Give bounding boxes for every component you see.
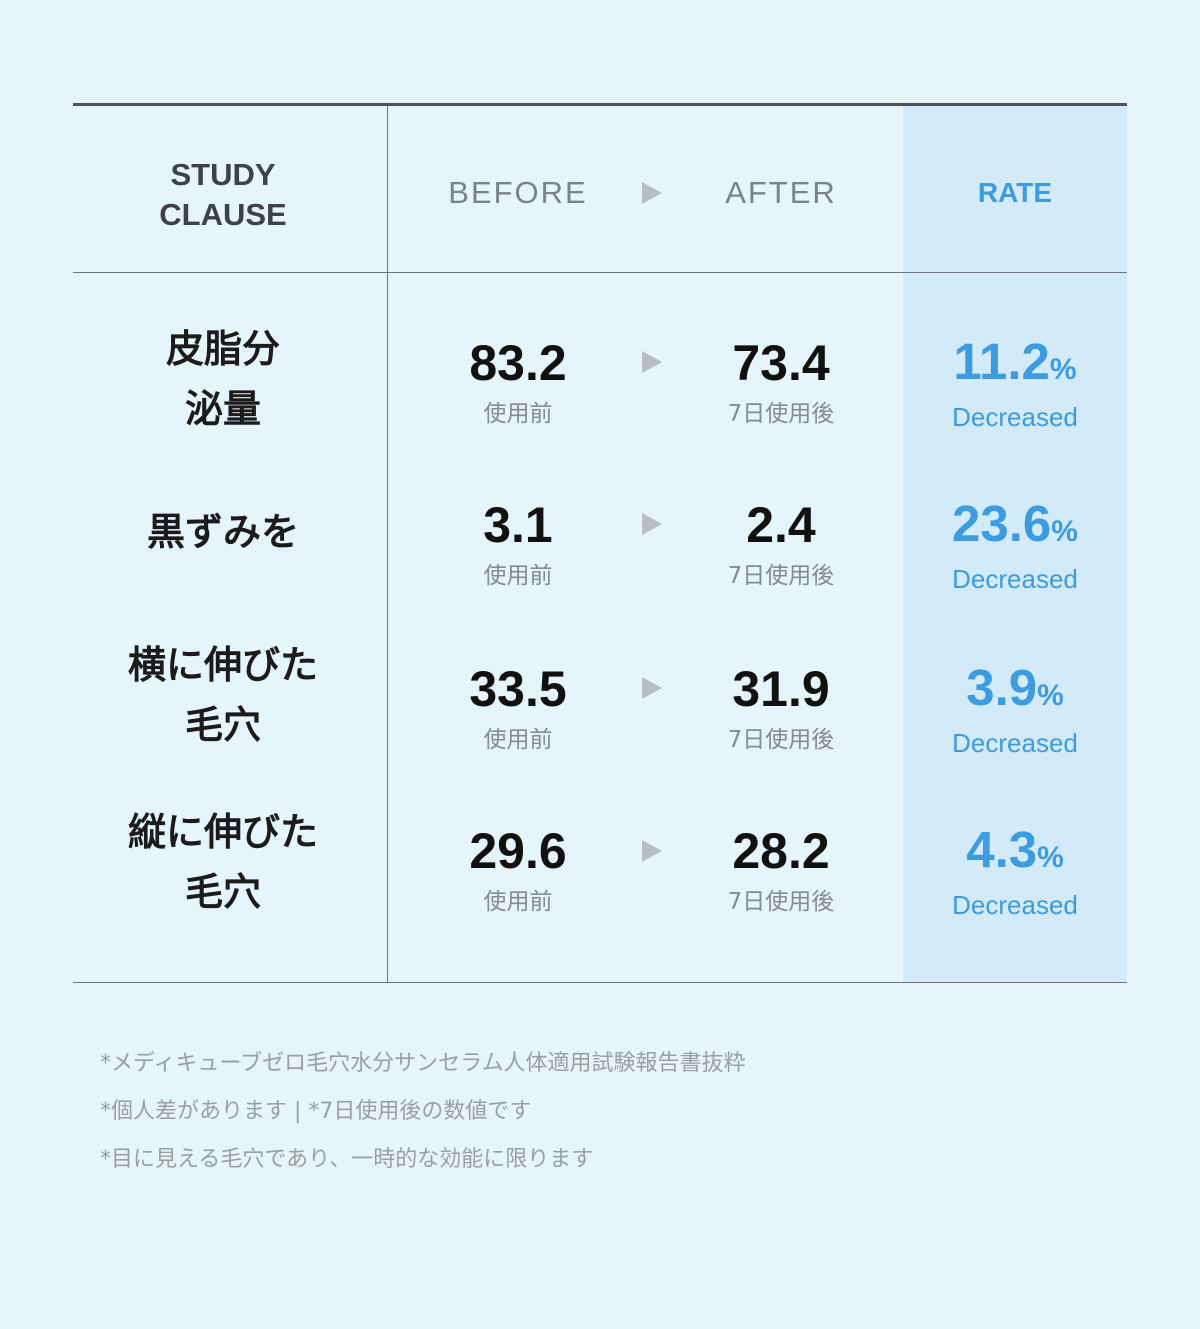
before-value: 33.5 (469, 661, 567, 717)
rate-number: 3.9 (966, 659, 1038, 716)
after-value: 31.9 (732, 661, 830, 717)
table-bottom-border (73, 982, 1127, 983)
row-label-line1: 黒ずみを (146, 510, 299, 554)
rate-caption: Decreased (952, 564, 1078, 594)
before-caption: 使用前 (483, 889, 553, 915)
after-value: 2.4 (746, 497, 816, 553)
after-value: 73.4 (732, 335, 830, 391)
rate-caption: Decreased (952, 728, 1078, 758)
rate-number: 23.6 (952, 495, 1052, 552)
rate-unit: % (1037, 841, 1064, 874)
header-before: BEFORE (448, 175, 588, 210)
row-label-line1: 皮脂分 (165, 327, 280, 371)
after-caption: 7日使用後 (727, 563, 835, 589)
row-label-line2: 毛穴 (184, 703, 261, 747)
column-divider (387, 106, 388, 982)
header-after: AFTER (725, 175, 837, 210)
rate-caption: Decreased (952, 890, 1078, 920)
arrow-icon (642, 677, 662, 699)
footnote: *目に見える毛穴であり、一時的な効能に限ります (100, 1147, 594, 1172)
rate-unit: % (1051, 515, 1078, 548)
rate-number: 11.2 (953, 333, 1050, 390)
table-top-border (73, 103, 1127, 106)
row-label-line2: 泌量 (184, 387, 261, 431)
before-caption: 使用前 (483, 401, 553, 427)
rate-value: 4.3% (903, 822, 1127, 886)
row-label-line1: 縦に伸びた (127, 810, 318, 854)
row-label: 横に伸びた 毛穴 (73, 635, 373, 755)
header-study-clause-line2: CLAUSE (159, 197, 287, 232)
header-arrow-icon (642, 182, 662, 204)
row-label-line2: 毛穴 (184, 870, 261, 914)
row-label: 皮脂分 泌量 (73, 319, 373, 439)
footnote: *メディキューブゼロ毛穴水分サンセラム人体適用試験報告書抜粋 (100, 1051, 746, 1076)
before-caption: 使用前 (483, 563, 553, 589)
rate-unit: % (1037, 679, 1064, 712)
comparison-table: STUDY CLAUSE BEFORE AFTER RATE 皮脂分 泌量 83… (73, 103, 1127, 984)
row-label: 縦に伸びた 毛穴 (73, 802, 373, 922)
after-caption: 7日使用後 (727, 727, 835, 753)
after-caption: 7日使用後 (727, 889, 835, 915)
before-value: 83.2 (469, 335, 567, 391)
after-value: 28.2 (732, 823, 830, 879)
footnote: *個人差があります | *7日使用後の数値です (100, 1099, 532, 1124)
before-caption: 使用前 (483, 727, 553, 753)
after-caption: 7日使用後 (727, 401, 835, 427)
before-value: 3.1 (483, 497, 553, 553)
rate-value: 3.9% (903, 660, 1127, 724)
rate-caption: Decreased (952, 402, 1078, 432)
arrow-icon (642, 513, 662, 535)
arrow-icon (642, 351, 662, 373)
header-rate: RATE (977, 177, 1053, 208)
header-divider (73, 272, 1127, 273)
rate-column-highlight (903, 106, 1127, 982)
row-label: 黒ずみを (73, 502, 373, 562)
before-value: 29.6 (469, 823, 567, 879)
row-label-line1: 横に伸びた (127, 643, 318, 687)
rate-unit: % (1049, 353, 1077, 386)
rate-number: 4.3 (966, 821, 1038, 878)
rate-value: 11.2% (903, 334, 1127, 398)
rate-value: 23.6% (903, 496, 1127, 560)
arrow-icon (642, 840, 662, 862)
header-study-clause-line1: STUDY (170, 157, 276, 192)
footnotes: *メディキューブゼロ毛穴水分サンセラム人体適用試験報告書抜粋 *個人差があります… (100, 1040, 745, 1184)
header-study-clause: STUDY CLAUSE (73, 155, 373, 235)
